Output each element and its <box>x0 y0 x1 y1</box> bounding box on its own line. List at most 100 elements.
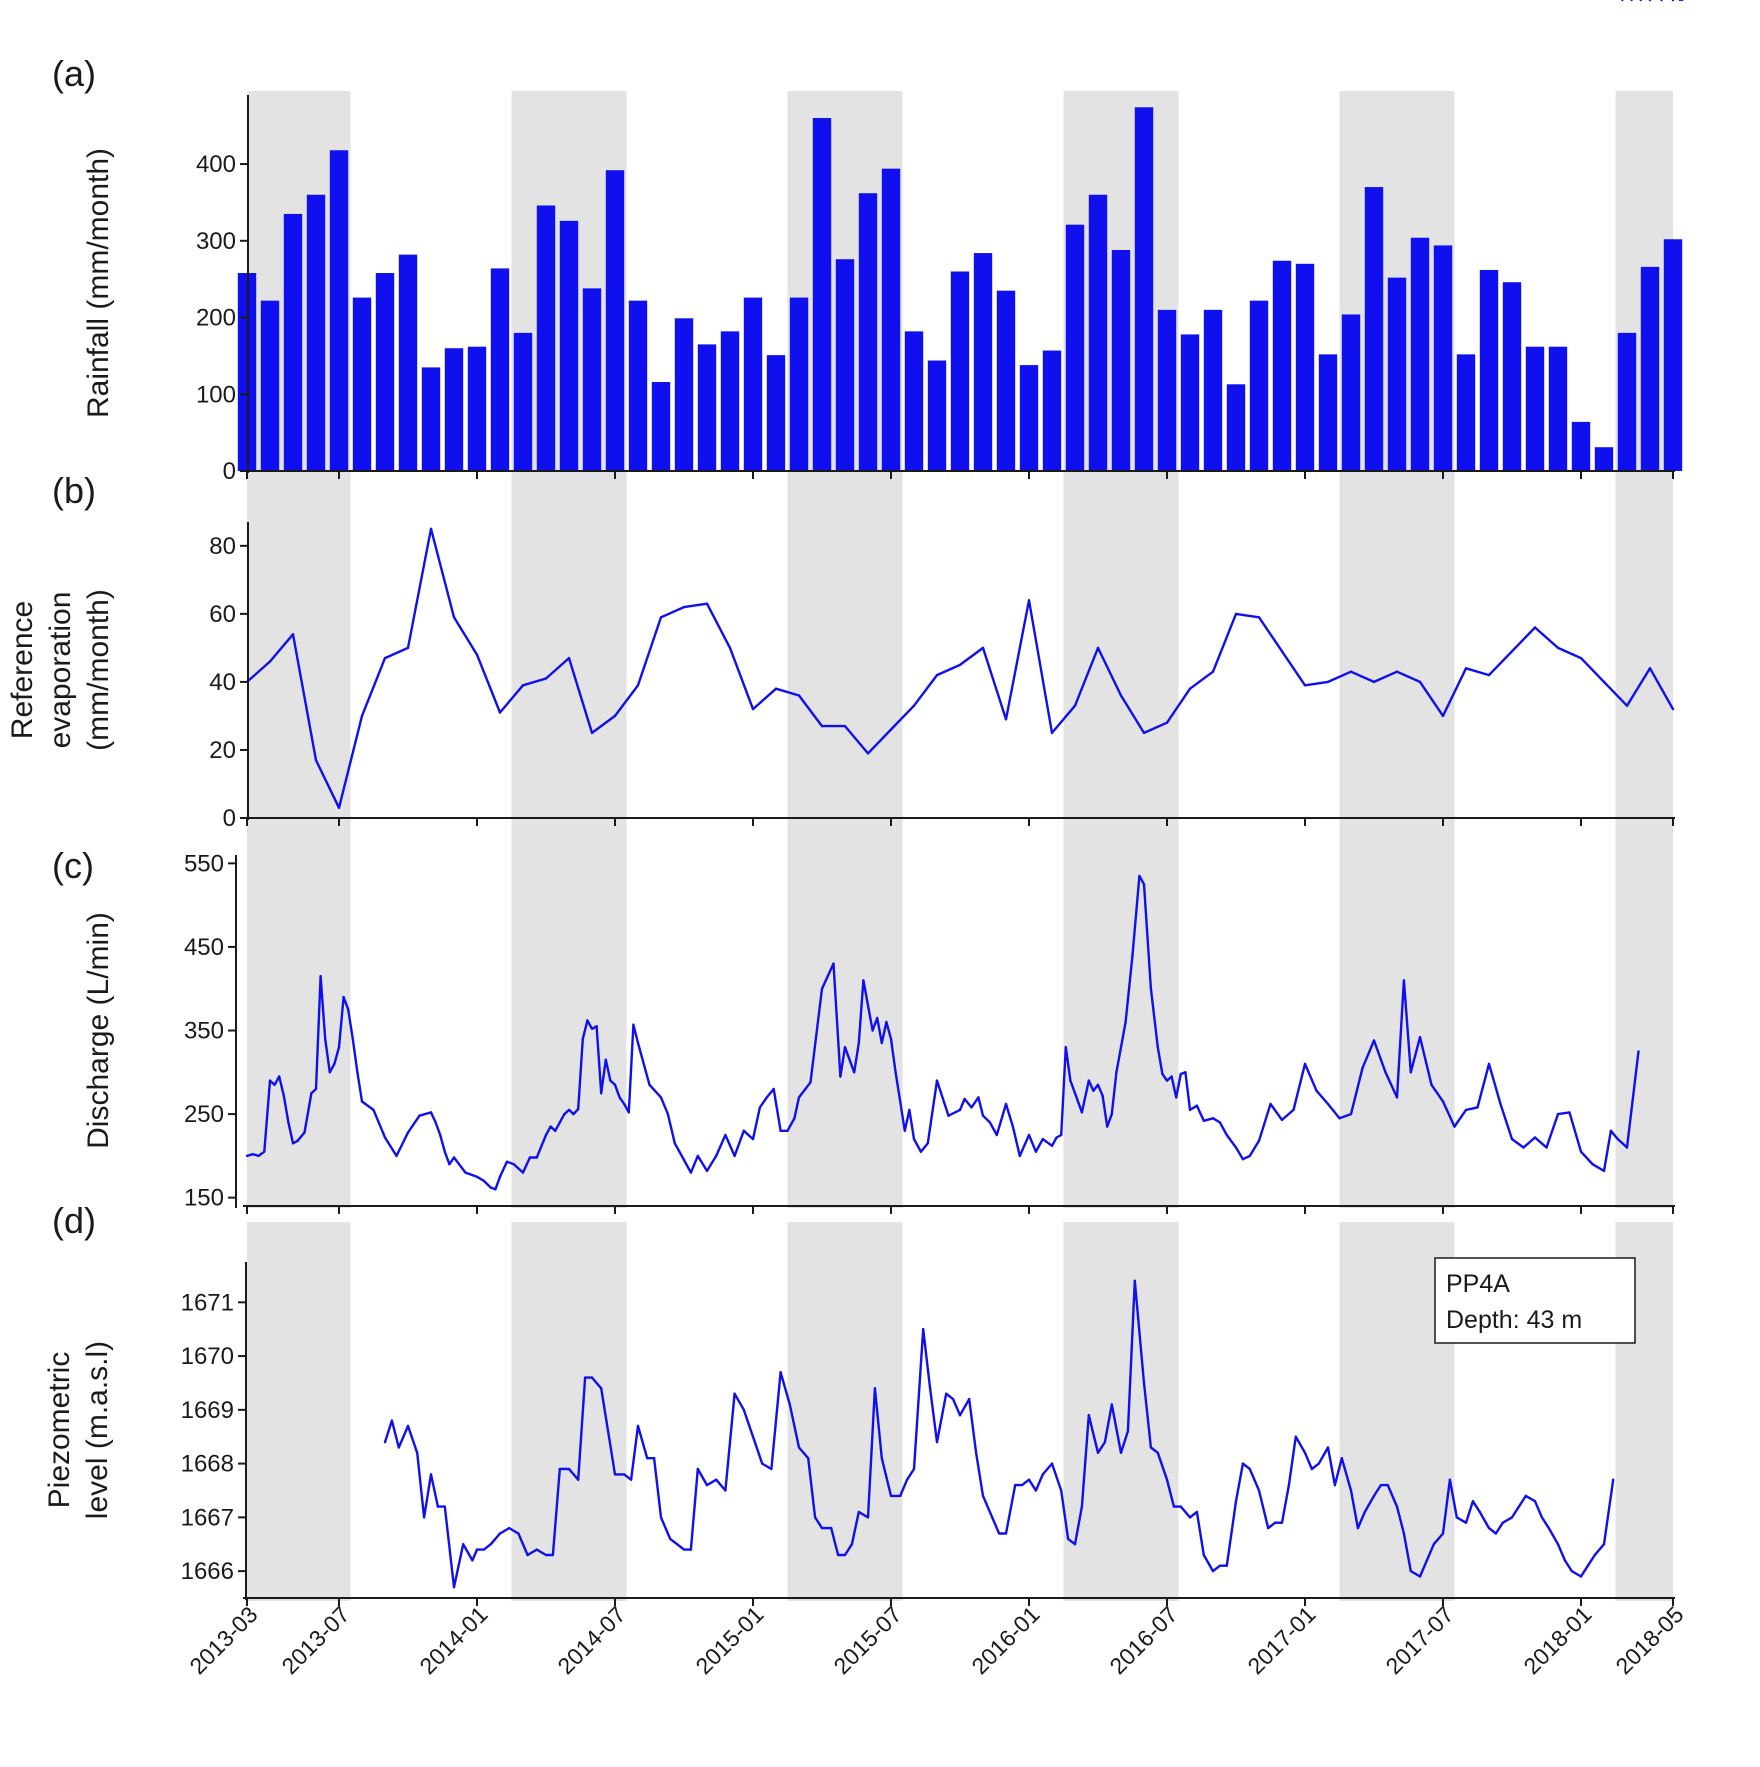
data-point <box>1616 1137 1620 1141</box>
data-point <box>1556 1543 1560 1546</box>
y-axis-title-line: Reference <box>6 601 39 739</box>
data-point <box>912 1137 916 1141</box>
data-point <box>337 1046 341 1049</box>
data-point <box>894 1071 897 1074</box>
data-point <box>475 1175 479 1179</box>
data-point <box>848 1058 851 1062</box>
data-point <box>577 1478 580 1481</box>
data-point <box>682 1158 686 1162</box>
data-point <box>1119 1451 1123 1455</box>
y-tick-label: 150 <box>184 1185 224 1212</box>
rainfall-bar <box>1226 384 1246 471</box>
data-point <box>866 1516 870 1519</box>
data-point <box>1014 1483 1017 1487</box>
data-point <box>629 1478 633 1481</box>
rainfall-bar <box>812 118 832 471</box>
data-point <box>356 1071 359 1074</box>
data-point <box>1280 1521 1284 1524</box>
data-point <box>1092 1089 1095 1092</box>
data-point <box>1372 1039 1376 1042</box>
shade-band-3-1 <box>1063 1222 1179 1601</box>
data-point <box>1138 874 1141 878</box>
rainfall-bar <box>536 205 556 471</box>
data-point <box>1464 1521 1468 1524</box>
data-point <box>1126 1430 1130 1433</box>
data-point <box>1671 0 1675 2</box>
data-point <box>1609 1129 1613 1133</box>
data-point <box>1165 721 1169 724</box>
data-point <box>1501 1521 1505 1524</box>
data-point <box>549 1125 552 1128</box>
data-point <box>669 1537 672 1541</box>
data-point <box>1110 1403 1114 1406</box>
data-point <box>1402 979 1406 982</box>
data-point <box>1027 599 1031 602</box>
data-point <box>742 1129 745 1133</box>
x-tick-label: 2016-07 <box>1104 1601 1182 1679</box>
x-tick-label: 2016-01 <box>966 1601 1044 1679</box>
data-point <box>1149 1446 1153 1449</box>
data-point <box>418 1114 421 1117</box>
data-point <box>1487 1526 1491 1530</box>
data-point <box>1004 718 1008 721</box>
rainfall-bar <box>1111 250 1131 471</box>
data-point <box>807 1457 810 1460</box>
data-point <box>439 1133 442 1137</box>
data-point <box>1579 1150 1583 1153</box>
data-point <box>903 1129 906 1133</box>
data-point <box>981 646 985 650</box>
data-point <box>1267 1526 1270 1530</box>
data-point <box>296 1139 299 1143</box>
data-point <box>765 1096 768 1099</box>
rainfall-bar <box>352 297 372 471</box>
data-point <box>1363 1510 1367 1514</box>
data-point <box>1310 1467 1314 1471</box>
data-point <box>843 724 847 728</box>
data-point <box>1303 1451 1307 1455</box>
data-point <box>1142 731 1146 735</box>
rainfall-bar <box>858 193 878 472</box>
data-point <box>1625 704 1629 707</box>
rainfall-bar <box>260 300 280 471</box>
evaporation-line <box>245 527 1675 809</box>
x-tick-label: 2014-07 <box>552 1601 630 1679</box>
data-point <box>1184 1071 1187 1074</box>
data-point <box>273 1083 276 1087</box>
data-point <box>820 1526 824 1530</box>
data-point <box>577 1107 580 1111</box>
data-point <box>342 995 345 999</box>
data-point <box>251 1153 254 1156</box>
data-point <box>636 1041 640 1045</box>
data-point <box>1533 1500 1537 1503</box>
panel-rainfall: (a) Rainfall (mm/month) 0 100 200 300 400 <box>52 53 1683 485</box>
data-point <box>528 1156 532 1159</box>
data-point <box>372 1108 375 1112</box>
y-tick-label: 60 <box>209 601 236 628</box>
data-point <box>1453 1125 1456 1128</box>
data-point <box>853 1071 856 1074</box>
y-tick-label: 0 <box>223 458 236 485</box>
data-point <box>1563 1559 1567 1562</box>
data-point <box>1050 1462 1054 1465</box>
data-point <box>839 1075 842 1078</box>
data-point <box>558 1467 561 1471</box>
data-point <box>705 1483 709 1487</box>
data-point <box>1096 646 1100 650</box>
rainfall-bars <box>237 107 1683 472</box>
data-point <box>1257 1489 1261 1492</box>
data-point <box>1080 1111 1084 1114</box>
data-point <box>995 1133 998 1137</box>
rainfall-bar <box>996 290 1016 471</box>
data-point <box>1395 1505 1399 1508</box>
data-point <box>1591 1163 1594 1166</box>
data-point <box>1115 1071 1118 1074</box>
data-point <box>1119 1046 1123 1049</box>
data-point <box>1545 1146 1548 1149</box>
data-point <box>970 1106 973 1109</box>
data-point <box>832 962 835 965</box>
data-point <box>935 1440 939 1444</box>
data-point <box>291 1142 295 1145</box>
data-point <box>310 1092 313 1095</box>
rainfall-bar <box>329 150 349 472</box>
data-point <box>1547 1526 1551 1530</box>
